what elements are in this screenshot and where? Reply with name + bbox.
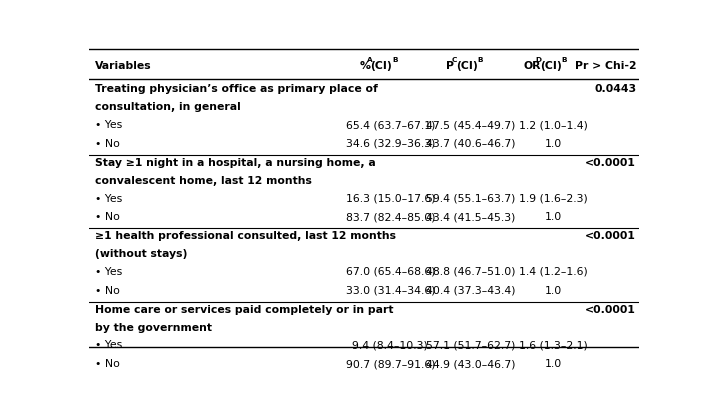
Text: • Yes: • Yes — [95, 193, 123, 204]
Text: Variables: Variables — [95, 61, 152, 71]
Text: Treating physician’s office as primary place of: Treating physician’s office as primary p… — [95, 84, 378, 94]
Text: • Yes: • Yes — [95, 267, 123, 277]
Text: <0.0001: <0.0001 — [585, 231, 636, 241]
Text: 16.3 (15.0–17.6): 16.3 (15.0–17.6) — [346, 193, 435, 204]
Text: 1.9 (1.6–2.3): 1.9 (1.6–2.3) — [519, 193, 588, 204]
Text: Home care or services paid completely or in part: Home care or services paid completely or… — [95, 305, 394, 314]
Text: (CI): (CI) — [371, 61, 392, 71]
Text: C: C — [452, 57, 457, 63]
Text: 44.9 (43.0–46.7): 44.9 (43.0–46.7) — [427, 359, 516, 369]
Text: 1.0: 1.0 — [545, 359, 562, 369]
Text: 1.0: 1.0 — [545, 139, 562, 149]
Text: %: % — [360, 61, 371, 71]
Text: A: A — [366, 57, 372, 63]
Text: 34.6 (32.9–36.3): 34.6 (32.9–36.3) — [346, 139, 435, 149]
Text: Stay ≥1 night in a hospital, a nursing home, a: Stay ≥1 night in a hospital, a nursing h… — [95, 158, 376, 168]
Text: by the government: by the government — [95, 323, 212, 333]
Text: 48.8 (46.7–51.0): 48.8 (46.7–51.0) — [427, 267, 516, 277]
Text: 1.6 (1.3–2.1): 1.6 (1.3–2.1) — [519, 340, 588, 350]
Text: B: B — [562, 57, 567, 63]
Text: 43.4 (41.5–45.3): 43.4 (41.5–45.3) — [427, 212, 516, 222]
Text: OR: OR — [523, 61, 541, 71]
Text: 57.1 (51.7–62.7): 57.1 (51.7–62.7) — [427, 340, 516, 350]
Text: 59.4 (55.1–63.7): 59.4 (55.1–63.7) — [427, 193, 516, 204]
Text: consultation, in general: consultation, in general — [95, 102, 241, 113]
Text: 40.4 (37.3–43.4): 40.4 (37.3–43.4) — [427, 286, 516, 296]
Text: 43.7 (40.6–46.7): 43.7 (40.6–46.7) — [427, 139, 516, 149]
Text: 1.0: 1.0 — [545, 286, 562, 296]
Text: 1.0: 1.0 — [545, 212, 562, 222]
Text: 47.5 (45.4–49.7): 47.5 (45.4–49.7) — [427, 120, 516, 130]
Text: 90.7 (89.7–91.6): 90.7 (89.7–91.6) — [346, 359, 435, 369]
Text: <0.0001: <0.0001 — [585, 158, 636, 168]
Text: Pr > Chi-2: Pr > Chi-2 — [574, 61, 636, 71]
Text: <0.0001: <0.0001 — [585, 305, 636, 314]
Text: 1.2 (1.0–1.4): 1.2 (1.0–1.4) — [519, 120, 588, 130]
Text: 9.4 (8.4–10.3): 9.4 (8.4–10.3) — [352, 340, 428, 350]
Text: (CI): (CI) — [457, 61, 478, 71]
Text: • Yes: • Yes — [95, 120, 123, 130]
Text: • Yes: • Yes — [95, 340, 123, 350]
Text: • No: • No — [95, 212, 120, 222]
Text: P: P — [447, 61, 454, 71]
Text: (CI): (CI) — [540, 61, 562, 71]
Text: • No: • No — [95, 359, 120, 369]
Text: • No: • No — [95, 139, 120, 149]
Text: B: B — [392, 57, 398, 63]
Text: 65.4 (63.7–67.1): 65.4 (63.7–67.1) — [346, 120, 435, 130]
Text: • No: • No — [95, 286, 120, 296]
Text: convalescent home, last 12 months: convalescent home, last 12 months — [95, 176, 312, 186]
Text: ≥1 health professional consulted, last 12 months: ≥1 health professional consulted, last 1… — [95, 231, 396, 241]
Text: 83.7 (82.4–85.0): 83.7 (82.4–85.0) — [346, 212, 435, 222]
Text: 67.0 (65.4–68.6): 67.0 (65.4–68.6) — [346, 267, 435, 277]
Text: 33.0 (31.4–34.6): 33.0 (31.4–34.6) — [346, 286, 435, 296]
Text: 1.4 (1.2–1.6): 1.4 (1.2–1.6) — [519, 267, 588, 277]
Text: (without stays): (without stays) — [95, 249, 187, 259]
Text: 0.0443: 0.0443 — [594, 84, 636, 94]
Text: D: D — [535, 57, 542, 63]
Text: B: B — [478, 57, 484, 63]
